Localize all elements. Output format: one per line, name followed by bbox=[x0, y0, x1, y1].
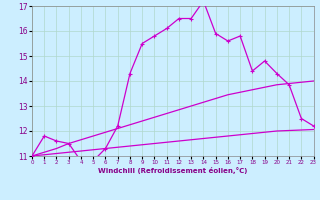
X-axis label: Windchill (Refroidissement éolien,°C): Windchill (Refroidissement éolien,°C) bbox=[98, 167, 247, 174]
